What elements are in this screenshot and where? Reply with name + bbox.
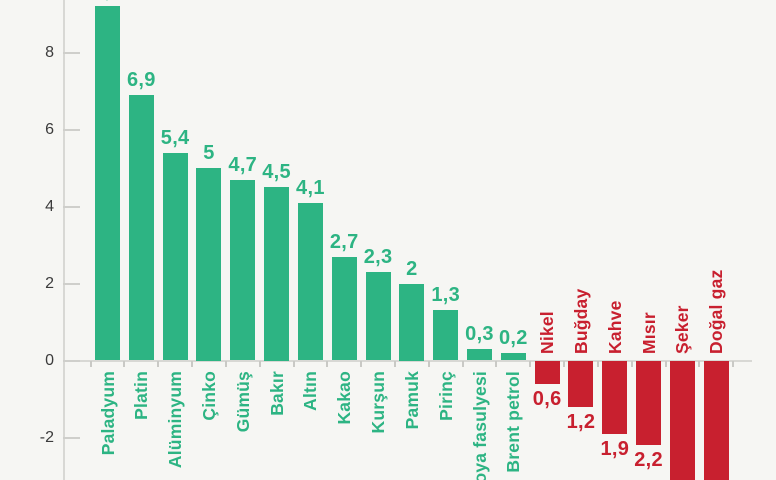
x-axis-tick-mark <box>292 360 295 367</box>
category-label-pirin-: Pirinç <box>435 370 456 421</box>
category-label-kur-un: Kurşun <box>368 370 389 433</box>
bar-nikel <box>534 360 560 384</box>
x-axis-tick-mark <box>360 360 363 367</box>
bar-paladyum <box>95 6 120 361</box>
x-axis-tick-mark <box>157 360 160 367</box>
category-label--inko: Çinko <box>198 370 219 421</box>
x-axis-tick-mark <box>563 360 566 367</box>
bar-value-label-kur-un: 2,3 <box>363 245 393 268</box>
y-axis-tick-mark <box>63 51 80 54</box>
bar-value-label-brent-petrol: 0,2 <box>498 326 528 349</box>
bar-bu-day <box>568 360 594 407</box>
bar--inko <box>196 168 222 361</box>
bar-soya-fasulyesi <box>467 348 493 361</box>
bar-value-label-bak-r: 4,5 <box>262 161 291 184</box>
category-label-kakao: Kakao <box>334 370 355 425</box>
x-axis-tick-mark <box>698 360 701 367</box>
bar-value-label-pirin-: 1,3 <box>431 284 461 307</box>
x-axis-tick-mark <box>461 360 464 367</box>
bar-value-label-m-s-r: 2,2 <box>634 449 663 472</box>
bar-value-label--inko: 5 <box>203 142 215 164</box>
x-axis-tick-mark <box>89 360 92 367</box>
category-label-kahve: Kahve <box>604 299 625 354</box>
bar-value-label-paladyum: 9,2 <box>68 0 148 3</box>
x-axis-tick-mark <box>258 360 261 367</box>
x-axis-zero-line <box>63 359 752 362</box>
category-label-al-minyum: Alüminyum <box>165 370 186 468</box>
y-axis-tick-mark <box>63 128 80 131</box>
y-axis-line <box>63 0 65 480</box>
y-axis-tick-mark <box>63 282 80 285</box>
y-axis-tick-mark <box>63 205 80 208</box>
x-axis-tick-mark <box>596 360 599 367</box>
x-axis-tick-mark <box>123 360 126 367</box>
bar-brent-petrol <box>500 352 526 361</box>
bar-value-label-soya-fasulyesi: 0,3 <box>465 322 494 345</box>
bar-value-label-kakao: 2,7 <box>329 230 359 253</box>
x-axis-tick-mark <box>191 360 194 367</box>
y-axis-tick-label: 2 <box>45 274 54 292</box>
x-axis-tick-mark <box>495 360 498 367</box>
category-label-soya-fasulyesi: Soya fasulyesi <box>469 370 490 480</box>
x-axis-tick-mark <box>393 360 396 367</box>
bar-bak-r <box>264 187 290 361</box>
x-axis-tick-mark <box>529 360 532 367</box>
bar-m-s-r <box>636 360 662 446</box>
x-axis-tick-mark <box>427 360 430 367</box>
bar-alt-n <box>297 202 323 361</box>
bar-kur-un <box>365 271 391 361</box>
bar-value-label-platin: 6,9 <box>126 68 156 91</box>
category-label-do-al-gaz: Doğal gaz <box>706 269 727 354</box>
y-axis-tick-mark <box>63 436 80 439</box>
category-label-alt-n: Altın <box>300 370 321 411</box>
bar-kahve <box>602 360 628 434</box>
bar-al-minyum <box>162 152 188 361</box>
y-axis-tick-label: -2 <box>39 428 54 446</box>
category-label-m-s-r: Mısır <box>638 311 659 354</box>
y-axis-tick-label: 0 <box>45 351 54 369</box>
x-axis-tick-mark <box>326 360 329 367</box>
category-label-bu-day: Buğday <box>570 288 591 354</box>
bar-value-label-g-m-: 4,7 <box>228 153 258 176</box>
bar-platin <box>128 94 154 361</box>
bar-value-label-alt-n: 4,1 <box>296 176 325 199</box>
category-label--eker: Şeker <box>672 304 693 354</box>
bar-value-label-kahve: 1,9 <box>600 437 630 460</box>
bar-pirin- <box>433 310 459 361</box>
category-label-g-m-: Gümüş <box>232 370 253 432</box>
x-axis-tick-mark <box>224 360 227 367</box>
x-axis-tick-mark <box>664 360 667 367</box>
bar-value-label-bu-day: 1,2 <box>566 410 596 433</box>
bar-pamuk <box>399 283 425 361</box>
y-axis-tick-mark <box>63 359 80 362</box>
x-axis-tick-mark <box>630 360 633 367</box>
bar-value-label-al-minyum: 5,4 <box>160 126 190 149</box>
bar-value-label-nikel: 0,6 <box>532 387 562 410</box>
bar--eker <box>669 360 695 480</box>
y-axis-tick-label: 4 <box>45 197 54 215</box>
y-axis-tick-label: 6 <box>45 120 54 138</box>
bar-do-al-gaz <box>703 360 729 480</box>
bar-value-label-pamuk: 2 <box>406 257 418 280</box>
category-label-pamuk: Pamuk <box>401 370 422 429</box>
category-label-nikel: Nikel <box>537 310 558 354</box>
bar-kakao <box>331 256 357 361</box>
category-label-bak-r: Bakır <box>266 370 287 416</box>
category-label-platin: Platin <box>131 370 152 420</box>
category-label-paladyum: Paladyum <box>97 370 118 455</box>
bar-g-m- <box>230 179 256 361</box>
x-axis-tick-mark <box>732 360 735 367</box>
y-axis-tick-label: 8 <box>45 43 54 61</box>
